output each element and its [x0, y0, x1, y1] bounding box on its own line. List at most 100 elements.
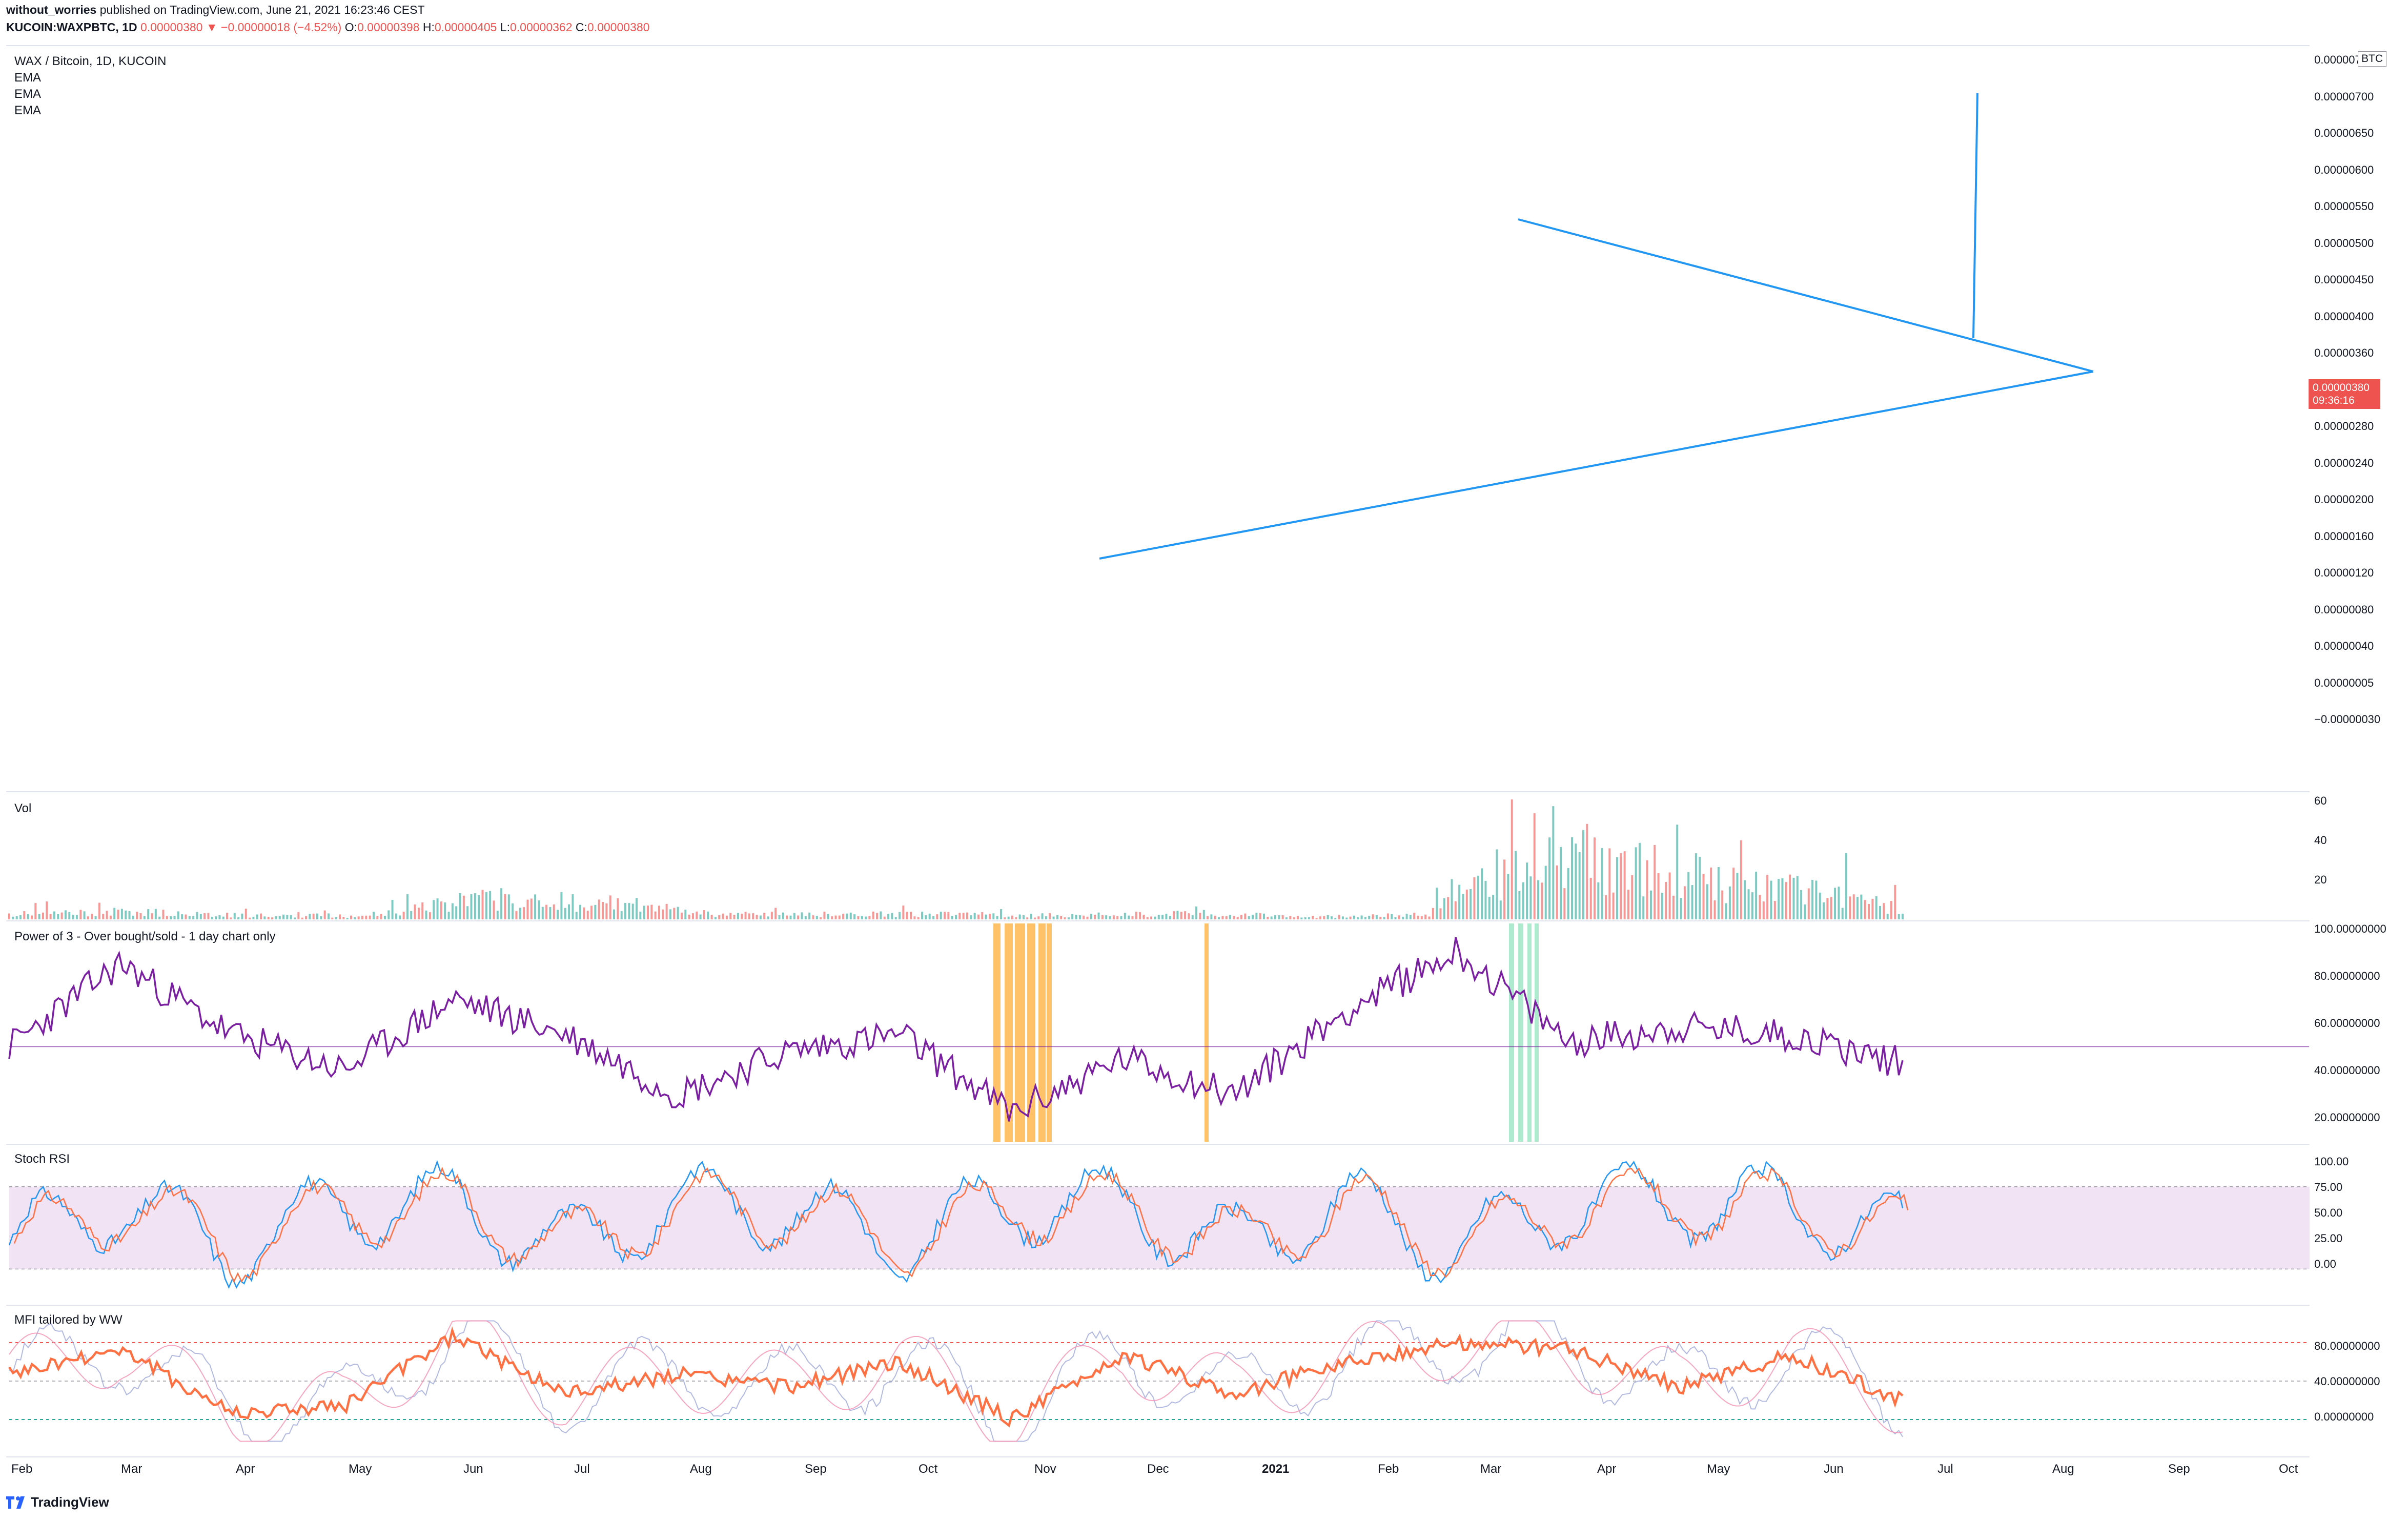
- volume-bar: [1398, 915, 1400, 919]
- volume-bar: [729, 913, 732, 919]
- volume-bar: [770, 912, 773, 919]
- volume-bar: [365, 915, 368, 919]
- time-axis-tick-label: Dec: [1147, 1462, 1169, 1476]
- volume-bar: [1364, 917, 1366, 919]
- volume-bar: [1800, 890, 1803, 919]
- volume-bar: [815, 915, 818, 919]
- volume-bar: [1567, 868, 1569, 919]
- power3-pane-title[interactable]: Power of 3 - Over bought/sold - 1 day ch…: [14, 930, 276, 943]
- upper-trendline[interactable]: [1518, 218, 2094, 373]
- volume-bar: [395, 913, 397, 919]
- volume-bar: [1124, 913, 1126, 919]
- price-pane-title[interactable]: WAX / Bitcoin, 1D, KUCOIN: [14, 54, 167, 68]
- volume-bar: [1064, 917, 1066, 919]
- volume-bar: [1680, 898, 1682, 919]
- volume-bar: [1026, 917, 1029, 919]
- volume-bar: [538, 900, 540, 919]
- time-axis-tick-label: Mar: [1480, 1462, 1502, 1476]
- volume-bar: [947, 912, 950, 919]
- volume-bar: [132, 915, 134, 919]
- high-value: 0.00000405: [434, 20, 497, 34]
- ema-legend-1[interactable]: EMA: [14, 71, 42, 85]
- volume-bar: [519, 908, 521, 919]
- volume-bar: [1007, 916, 1010, 919]
- volume-bar: [684, 910, 687, 919]
- tradingview-logo[interactable]: TradingView: [5, 1493, 109, 1511]
- volume-bar: [1721, 890, 1724, 919]
- volume-bar: [1360, 915, 1363, 919]
- mfi-pane-title[interactable]: MFI tailored by WW: [14, 1313, 123, 1327]
- volume-bar: [282, 914, 285, 919]
- ema-legend-2[interactable]: EMA: [14, 87, 42, 101]
- oversold-highlight: [993, 923, 1001, 1142]
- stoch-axis-tick-label: 100.00: [2314, 1155, 2349, 1168]
- volume-bar: [1120, 916, 1123, 919]
- volume-bar: [1807, 888, 1810, 919]
- volume-bar: [120, 909, 123, 919]
- volume-bar: [38, 914, 40, 919]
- volume-bar: [1267, 917, 1269, 919]
- mfi-line[interactable]: [8, 1326, 1904, 1428]
- volume-bar: [1372, 914, 1374, 919]
- volume-bar: [507, 894, 510, 919]
- oversold-highlight: [1027, 923, 1035, 1142]
- volume-bar: [109, 915, 112, 919]
- volume-bar: [1191, 915, 1194, 919]
- volume-bar: [857, 916, 860, 919]
- time-axis-tick-label: Jul: [1937, 1462, 1953, 1476]
- power3-line[interactable]: [8, 937, 1904, 1122]
- volume-bar: [1852, 894, 1855, 919]
- volume-bar: [1586, 824, 1588, 919]
- currency-badge[interactable]: BTC: [2358, 51, 2386, 67]
- volume-bar: [342, 917, 345, 919]
- author-name[interactable]: without_worries: [6, 3, 97, 16]
- volume-bar: [406, 894, 409, 919]
- ema-legend-3[interactable]: EMA: [14, 104, 42, 117]
- volume-bar: [691, 913, 694, 919]
- volume-bar: [15, 916, 18, 919]
- mfi-pane-border: [6, 1305, 2310, 1306]
- price-axis-tick-label: 0.00000500: [2314, 236, 2374, 250]
- symbol-name[interactable]: KUCOIN:WAXPBTC, 1D: [6, 20, 137, 34]
- stoch-pane-title[interactable]: Stoch RSI: [14, 1152, 70, 1166]
- volume-bars[interactable]: [8, 799, 1904, 919]
- volume-bar: [1533, 813, 1536, 919]
- volume-bar: [1781, 878, 1784, 919]
- time-axis-tick-label: Aug: [2052, 1462, 2074, 1476]
- volume-bar: [1315, 918, 1318, 919]
- lower-trendline[interactable]: [1099, 371, 2094, 560]
- volume-bar: [113, 908, 116, 919]
- volume-bar: [1759, 895, 1761, 919]
- volume-bar: [166, 915, 168, 919]
- volume-bar: [1075, 915, 1077, 919]
- volume-bar: [500, 888, 503, 919]
- volume-bar: [98, 902, 100, 919]
- volume-bar: [1218, 917, 1220, 919]
- volume-bar: [1484, 880, 1487, 919]
- volume-bar: [30, 915, 33, 919]
- volume-bar: [433, 900, 435, 919]
- volume-bar: [553, 904, 555, 919]
- volume-bar: [466, 906, 469, 919]
- stoch-d-line[interactable]: [13, 1166, 1909, 1283]
- power3-axis-tick-label: 40.00000000: [2314, 1064, 2380, 1077]
- oversold-highlight: [1047, 923, 1052, 1142]
- stoch-k-line[interactable]: [8, 1160, 1904, 1289]
- volume-bar: [1030, 914, 1032, 919]
- volume-bar: [932, 916, 935, 919]
- volume-bar: [1717, 867, 1720, 919]
- power3-pane-border: [6, 920, 2310, 921]
- volume-pane-title[interactable]: Vol: [14, 801, 32, 815]
- volume-bar: [530, 898, 533, 919]
- volume-bar: [286, 915, 289, 919]
- volume-bar: [102, 914, 105, 919]
- volume-bar: [872, 911, 874, 919]
- volume-bar: [620, 911, 623, 919]
- volume-bar: [646, 906, 649, 919]
- volume-bar: [624, 902, 627, 919]
- volume-bar: [252, 916, 255, 919]
- volume-bar: [185, 914, 187, 919]
- target-projection-line[interactable]: [1972, 93, 1978, 339]
- volume-bar: [23, 911, 26, 919]
